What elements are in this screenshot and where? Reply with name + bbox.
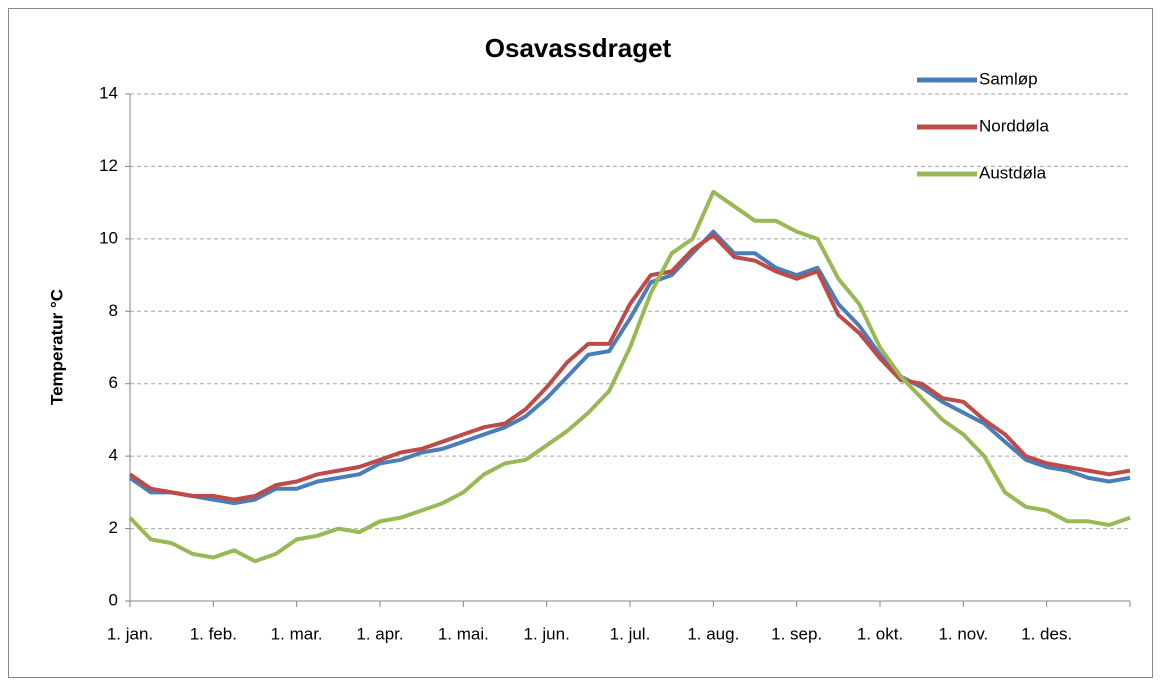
chart-frame <box>8 8 1153 678</box>
series-line <box>128 189 1131 564</box>
legend-label: Norddøla <box>979 116 1049 135</box>
chart-title: Osavassdraget <box>485 33 672 63</box>
y-axis-label: Temperatur °C <box>47 289 66 405</box>
y-tick-label: 6 <box>109 373 118 392</box>
y-tick-label: 0 <box>109 590 118 609</box>
x-tick-label: 1. nov. <box>938 624 988 643</box>
x-tick-label: 1. jun. <box>524 624 570 643</box>
x-tick-label: 1. mar. <box>271 624 323 643</box>
x-tick-label: 1. okt. <box>857 624 903 643</box>
x-tick-label: 1. sep. <box>771 624 822 643</box>
x-tick-label: 1. feb. <box>190 624 237 643</box>
series-line <box>128 233 1131 502</box>
y-tick-label: 14 <box>99 83 118 102</box>
x-tick-label: 1. mai. <box>438 624 489 643</box>
series-line <box>128 229 1131 506</box>
legend-label: Samløp <box>979 69 1038 88</box>
x-tick-label: 1. aug. <box>687 624 739 643</box>
x-tick-label: 1. apr. <box>356 624 403 643</box>
legend-label: Austdøla <box>979 163 1047 182</box>
x-tick-label: 1. jan. <box>107 624 153 643</box>
y-tick-label: 12 <box>99 156 118 175</box>
x-tick-label: 1. jul. <box>610 624 651 643</box>
y-tick-label: 4 <box>109 446 118 465</box>
x-tick-label: 1. des. <box>1021 624 1072 643</box>
y-tick-label: 2 <box>109 518 118 537</box>
y-tick-label: 10 <box>99 228 118 247</box>
y-tick-label: 8 <box>109 301 118 320</box>
